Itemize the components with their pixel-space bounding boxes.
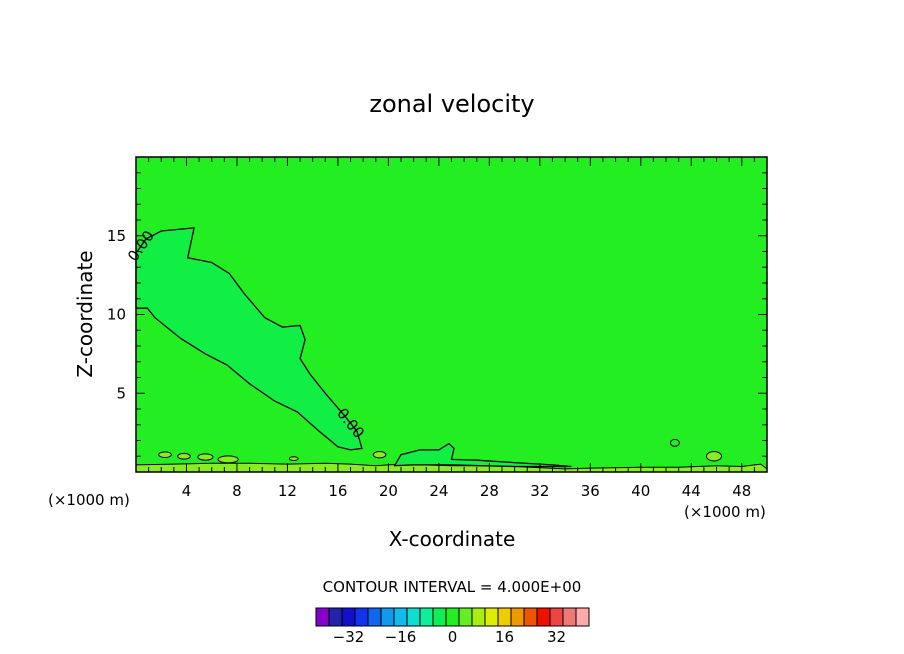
colorbar-swatch: [380, 607, 395, 627]
x-tick-label: 36: [581, 482, 600, 500]
x-unit-left: (×1000 m): [48, 491, 130, 509]
negative-region: [135, 227, 363, 451]
x-tick-label: 8: [232, 482, 242, 500]
colorbar-swatch: [432, 607, 447, 627]
colorbar-swatch: [367, 607, 382, 627]
colorbar-label: −32: [333, 628, 365, 646]
colorbar-swatch: [445, 607, 460, 627]
contour-blob: [158, 451, 172, 459]
secondary-region: [393, 442, 572, 468]
x-unit-right: (×1000 m): [684, 503, 766, 521]
x-tick-label: 16: [328, 482, 347, 500]
plot-area: 0.000.00: [124, 157, 768, 473]
x-tick-label: 4: [182, 482, 192, 500]
contour-blob: [217, 455, 239, 464]
colorbar-swatch: [315, 607, 330, 627]
contour-blob: [372, 451, 387, 459]
contour-interval-text: CONTOUR INTERVAL = 4.000E+00: [323, 578, 582, 596]
x-tick-label: 12: [278, 482, 297, 500]
colorbar-swatch: [328, 607, 343, 627]
colorbar: −32 −16 0 16 32: [315, 607, 590, 646]
colorbar-label: 0: [448, 628, 458, 646]
y-axis-label: Z-coordinate: [73, 250, 97, 377]
contour-blob: [705, 451, 723, 462]
colorbar-swatch: [562, 607, 577, 627]
colorbar-swatch: [419, 607, 434, 627]
y-tick-label: 5: [116, 384, 126, 402]
colorbar-swatch: [471, 607, 486, 627]
x-tick-label: 48: [732, 482, 751, 500]
colorbar-swatch: [523, 607, 538, 627]
colorbar-swatch: [497, 607, 512, 627]
colorbar-swatch: [510, 607, 525, 627]
colorbar-swatch: [354, 607, 369, 627]
chart-title: zonal velocity: [369, 90, 534, 118]
colorbar-swatch: [549, 607, 564, 627]
colorbar-swatch: [575, 607, 590, 627]
x-tick-label: 20: [379, 482, 398, 500]
colorbar-swatch: [393, 607, 408, 627]
x-tick-label: 24: [429, 482, 448, 500]
colorbar-swatch: [341, 607, 356, 627]
y-tick-label: 10: [107, 306, 126, 324]
x-tick-label: 28: [480, 482, 499, 500]
colorbar-swatch: [536, 607, 551, 627]
colorbar-label: −16: [385, 628, 417, 646]
colorbar-label: 16: [495, 628, 514, 646]
y-tick-label: 15: [107, 227, 126, 245]
colorbar-swatch: [484, 607, 499, 627]
colorbar-label: 32: [547, 628, 566, 646]
contour-blob: [669, 438, 680, 447]
contour-blob: [197, 453, 214, 461]
x-tick-label: 44: [682, 482, 701, 500]
x-axis-label: X-coordinate: [389, 527, 516, 551]
contour-blob: [177, 452, 191, 460]
colorbar-swatch: [458, 607, 473, 627]
x-tick-label: 32: [530, 482, 549, 500]
contour-blob: [288, 456, 299, 462]
colorbar-swatch: [406, 607, 421, 627]
x-tick-label: 40: [631, 482, 650, 500]
